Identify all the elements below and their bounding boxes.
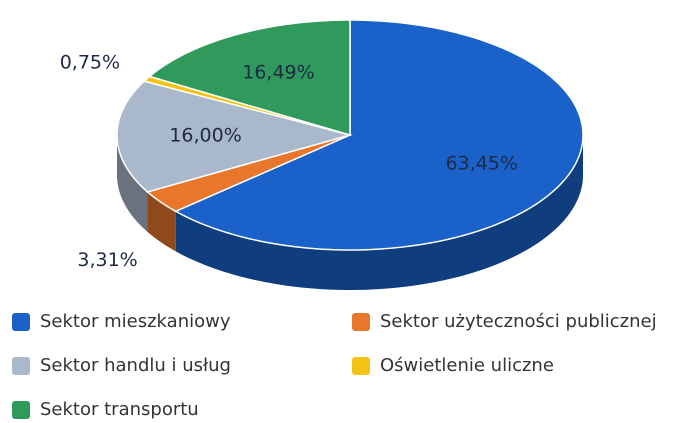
legend-label: Oświetlenie uliczne [380, 355, 554, 376]
legend-swatch [12, 313, 30, 331]
pie-slice [147, 19, 351, 137]
pie-slice [174, 19, 584, 251]
legend-swatch [352, 357, 370, 375]
pie-side [117, 135, 148, 232]
data-label: 63,45% [446, 153, 518, 175]
pie-side [147, 191, 176, 252]
legend-label: Sektor handlu i usług [40, 355, 231, 376]
legend-label: Sektor użyteczności publicznej [380, 311, 657, 332]
pie-side [175, 135, 584, 290]
data-label: 3,31% [77, 249, 137, 271]
legend-label: Sektor transportu [40, 399, 199, 420]
legend-swatch [12, 401, 30, 419]
data-label: 16,00% [169, 125, 241, 147]
data-label: 16,49% [242, 62, 314, 84]
pie-slice [145, 134, 351, 213]
legend-label: Sektor mieszkaniowy [40, 311, 231, 332]
data-label: 0,75% [60, 51, 120, 73]
legend-swatch [352, 313, 370, 331]
pie-slice [116, 80, 353, 193]
legend-swatch [12, 357, 30, 375]
